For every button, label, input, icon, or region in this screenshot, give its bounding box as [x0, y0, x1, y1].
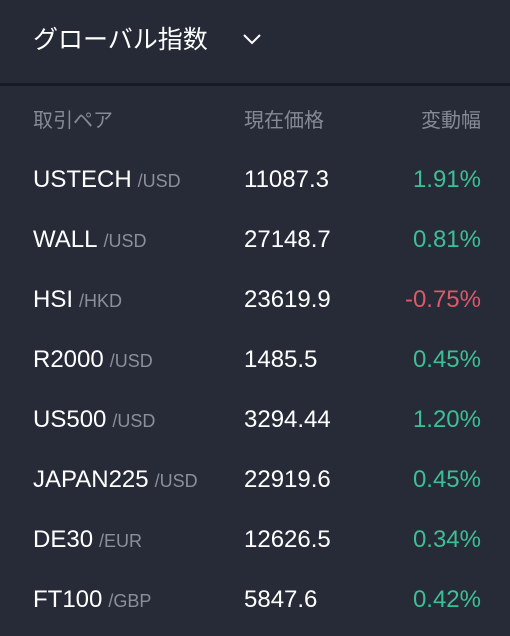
index-row[interactable]: USTECH/USD 11087.3 1.91% — [0, 150, 510, 210]
price: 11087.3 — [244, 166, 329, 193]
symbol: HSI — [33, 286, 74, 313]
symbol: R2000 — [33, 346, 104, 373]
change: -0.75% — [404, 286, 481, 313]
index-row[interactable]: R2000/USD 1485.5 0.45% — [0, 330, 510, 390]
price: 22919.6 — [244, 466, 331, 493]
symbol-cell: WALL/USD — [33, 224, 146, 257]
change: 1.20% — [412, 406, 481, 433]
price: 12626.5 — [244, 526, 331, 553]
symbol: JAPAN225 — [33, 466, 149, 493]
symbol-cell: R2000/USD — [33, 344, 153, 377]
dropdown-chevron[interactable] — [242, 32, 262, 46]
price: 5847.6 — [244, 586, 318, 613]
symbol-cell: JAPAN225/USD — [33, 464, 198, 497]
symbol: US500 — [33, 406, 107, 433]
symbol-cell: US500/USD — [33, 404, 155, 437]
quote-currency: /USD — [112, 411, 156, 431]
symbol-cell: HSI/HKD — [33, 284, 122, 317]
quote-currency: /GBP — [108, 591, 152, 611]
symbol-cell: DE30/EUR — [33, 524, 142, 557]
symbol: DE30 — [33, 526, 94, 553]
column-header: 取引ペア — [33, 110, 113, 132]
symbol: USTECH — [33, 166, 132, 193]
quote-currency: /EUR — [99, 531, 143, 551]
column-header: 変動幅 — [421, 110, 481, 132]
price: 27148.7 — [244, 226, 331, 253]
divider — [0, 83, 510, 86]
quote-currency: /HKD — [79, 291, 123, 311]
quote-currency: /USD — [137, 171, 181, 191]
index-row[interactable]: JAPAN225/USD 22919.6 0.45% — [0, 450, 510, 510]
index-row[interactable]: DE30/EUR 12626.5 0.34% — [0, 510, 510, 570]
price: 23619.9 — [244, 286, 331, 313]
symbol-cell: USTECH/USD — [33, 164, 181, 197]
index-row[interactable]: US500/USD 3294.44 1.20% — [0, 390, 510, 450]
change: 0.81% — [412, 226, 481, 253]
change: 0.45% — [412, 466, 481, 493]
index-row[interactable]: WALL/USD 27148.7 0.81% — [0, 210, 510, 270]
symbol: FT100 — [33, 586, 103, 613]
quote-currency: /USD — [109, 351, 153, 371]
title[interactable]: グローバル指数 — [33, 26, 208, 54]
change: 0.34% — [412, 526, 481, 553]
quote-currency: /USD — [154, 471, 198, 491]
index-row[interactable]: HSI/HKD 23619.9 -0.75% — [0, 270, 510, 330]
index-row[interactable]: FT100/GBP 5847.6 0.42% — [0, 570, 510, 630]
header: グローバル指数 — [0, 0, 510, 83]
column-header: 現在価格 — [244, 110, 324, 132]
quote-currency: /USD — [103, 231, 147, 251]
change: 0.45% — [412, 346, 481, 373]
price: 1485.5 — [244, 346, 318, 373]
change: 0.42% — [412, 586, 481, 613]
price: 3294.44 — [244, 406, 331, 433]
symbol: WALL — [33, 226, 98, 253]
change: 1.91% — [412, 166, 481, 193]
symbol-cell: FT100/GBP — [33, 584, 151, 617]
